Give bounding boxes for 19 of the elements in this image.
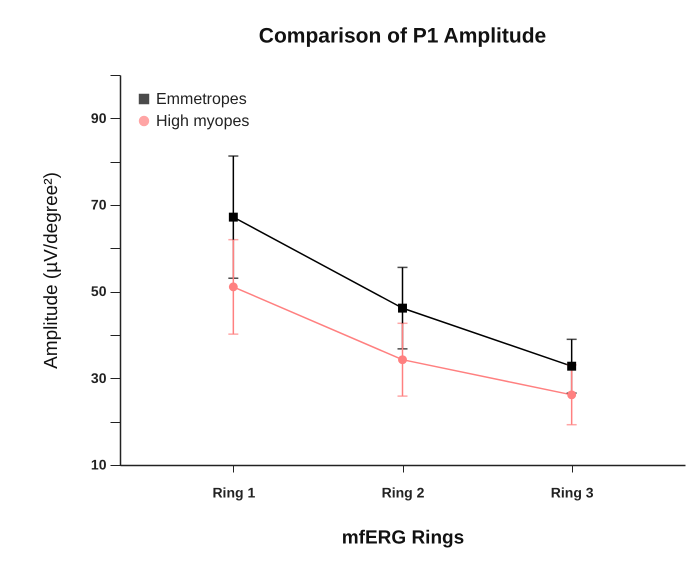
point <box>398 355 407 364</box>
point <box>228 212 238 222</box>
y-tick-label: 30 <box>90 370 107 386</box>
y-tick-label: 70 <box>90 196 107 212</box>
y-tick-label: 50 <box>90 283 107 300</box>
x-axis-title: mfERG Rings <box>342 528 464 548</box>
point <box>567 362 576 371</box>
legend-label: High myopes <box>156 113 250 130</box>
chart-title: Comparison of P1 Amplitude <box>258 24 546 48</box>
point <box>398 304 407 313</box>
y-axis-title: Amplitude (µV/degree²) <box>40 172 62 369</box>
y-tick-label: 90 <box>90 110 107 126</box>
point <box>567 390 576 400</box>
legend-label: Emmetropes <box>156 91 247 108</box>
x-tick-label: Ring 3 <box>550 484 594 500</box>
point <box>228 282 238 292</box>
x-tick-label: Ring 2 <box>382 484 425 500</box>
x-tick-label: Ring 1 <box>212 484 256 500</box>
y-tick-label: 10 <box>90 456 107 472</box>
